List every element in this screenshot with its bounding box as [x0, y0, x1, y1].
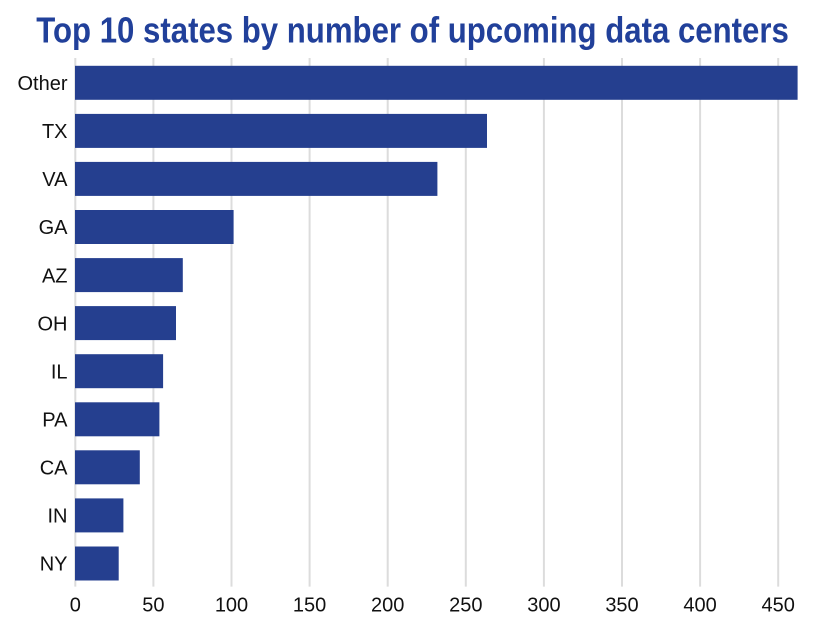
svg-text:PA: PA: [42, 409, 68, 431]
svg-text:IL: IL: [51, 361, 68, 383]
svg-text:IN: IN: [48, 506, 68, 528]
svg-text:400: 400: [683, 595, 716, 617]
svg-text:VA: VA: [42, 169, 68, 191]
svg-text:Other: Other: [17, 73, 67, 95]
svg-text:300: 300: [527, 595, 560, 617]
svg-text:200: 200: [371, 595, 404, 617]
svg-text:0: 0: [70, 595, 81, 617]
svg-text:OH: OH: [38, 313, 68, 335]
svg-text:NY: NY: [40, 554, 68, 576]
svg-text:Top 10 states by number of upc: Top 10 states by number of upcoming data…: [36, 9, 789, 50]
svg-text:AZ: AZ: [42, 265, 68, 287]
svg-text:150: 150: [293, 595, 326, 617]
svg-text:TX: TX: [42, 121, 68, 143]
svg-text:350: 350: [605, 595, 638, 617]
svg-text:250: 250: [449, 595, 482, 617]
svg-text:100: 100: [215, 595, 248, 617]
svg-text:50: 50: [142, 595, 164, 617]
svg-text:450: 450: [762, 595, 795, 617]
svg-text:CA: CA: [40, 458, 68, 480]
svg-text:GA: GA: [39, 217, 69, 239]
